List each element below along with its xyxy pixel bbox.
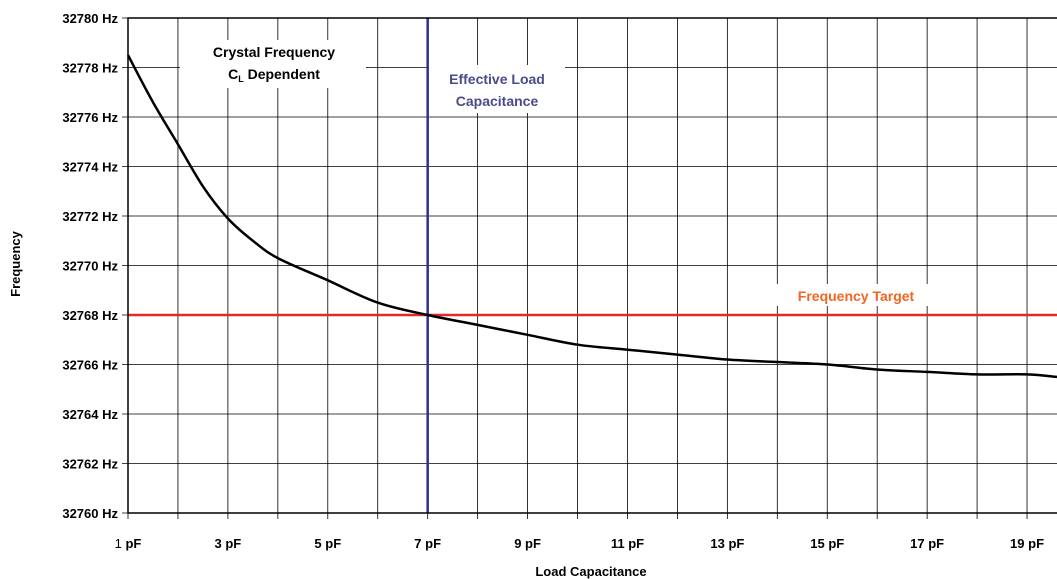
x-tick-number: 3 (215, 536, 222, 551)
y-tick-label: 32774 Hz (62, 160, 118, 175)
curve-label-box (180, 40, 366, 88)
y-tick-label: 32772 Hz (62, 209, 118, 224)
x-tick-number: 9 (514, 536, 521, 551)
y-tick-label: 32764 Hz (62, 407, 118, 422)
x-tick-unit: pF (925, 536, 945, 551)
gridlines (122, 17, 1057, 519)
x-tick-label: 1 pF (115, 536, 142, 551)
x-tick-unit: pF (422, 536, 442, 551)
x-tick-label: 7 pF (414, 536, 441, 551)
x-tick-unit: pF (825, 536, 845, 551)
plot-area-border (127, 17, 1057, 514)
hline-label-box (774, 284, 938, 306)
x-tick-label: 11 pF (611, 536, 644, 551)
x-tick-unit: pF (322, 536, 342, 551)
x-tick-label: 5 pF (314, 536, 341, 551)
y-tick-label: 32760 Hz (62, 506, 118, 521)
y-tick-label: 32778 Hz (62, 61, 118, 76)
x-tick-number: 1 (115, 536, 122, 551)
series (126, 54, 1057, 379)
vline-label-box (429, 65, 565, 113)
curve-label-c: C (228, 66, 238, 82)
curve-label-line2: CL Dependent (228, 66, 320, 84)
y-axis-title: Frequency (8, 230, 23, 297)
x-tick-unit: pF (222, 536, 242, 551)
x-tick-number: 15 (810, 536, 824, 551)
x-tick-number: 13 (710, 536, 724, 551)
curve-label-rest: Dependent (244, 66, 321, 82)
x-tick-label: 17 pF (910, 536, 944, 551)
y-tick-label: 32762 Hz (62, 457, 118, 472)
x-tick-labels: 1 pF 3 pF 5 pF 7 pF 9 pF 11 pF 13 pF 15 pF 17 pF… (115, 536, 1044, 551)
curve-label-line1: Crystal Frequency (213, 44, 335, 60)
y-tick-labels: 32760 Hz 32762 Hz 32764 Hz 32766 Hz 32768 Hz… (62, 11, 118, 521)
reference-lines (128, 18, 1057, 513)
x-tick-label: 3 pF (215, 536, 242, 551)
x-tick-unit: pF (1025, 536, 1045, 551)
x-tick-label: 19 pF (1010, 536, 1044, 551)
vline-label-line1: Effective Load (449, 71, 545, 87)
y-tick-label: 32776 Hz (62, 110, 118, 125)
y-tick-label: 32766 Hz (62, 358, 118, 373)
x-tick-number: 19 (1010, 536, 1024, 551)
x-tick-unit: pF (625, 536, 645, 551)
x-tick-number: 5 (314, 536, 321, 551)
x-tick-unit: pF (122, 536, 142, 551)
x-tick-label: 13 pF (710, 536, 744, 551)
x-tick-number: 7 (414, 536, 421, 551)
x-axis-title: Load Capacitance (535, 564, 646, 579)
x-tick-unit: pF (521, 536, 541, 551)
y-tick-label: 32768 Hz (62, 308, 118, 323)
vline-label-line2: Capacitance (456, 93, 539, 109)
x-tick-label: 9 pF (514, 536, 541, 551)
x-tick-number: 11 (611, 536, 625, 551)
x-tick-label: 15 pF (810, 536, 844, 551)
x-tick-number: 17 (910, 536, 924, 551)
curve-label-subscript: L (238, 74, 244, 84)
hline-label: Frequency Target (798, 288, 915, 304)
x-tick-unit: pF (725, 536, 745, 551)
crystal-frequency-curve (126, 54, 1057, 379)
y-tick-label: 32780 Hz (62, 11, 118, 26)
y-tick-label: 32770 Hz (62, 259, 118, 274)
